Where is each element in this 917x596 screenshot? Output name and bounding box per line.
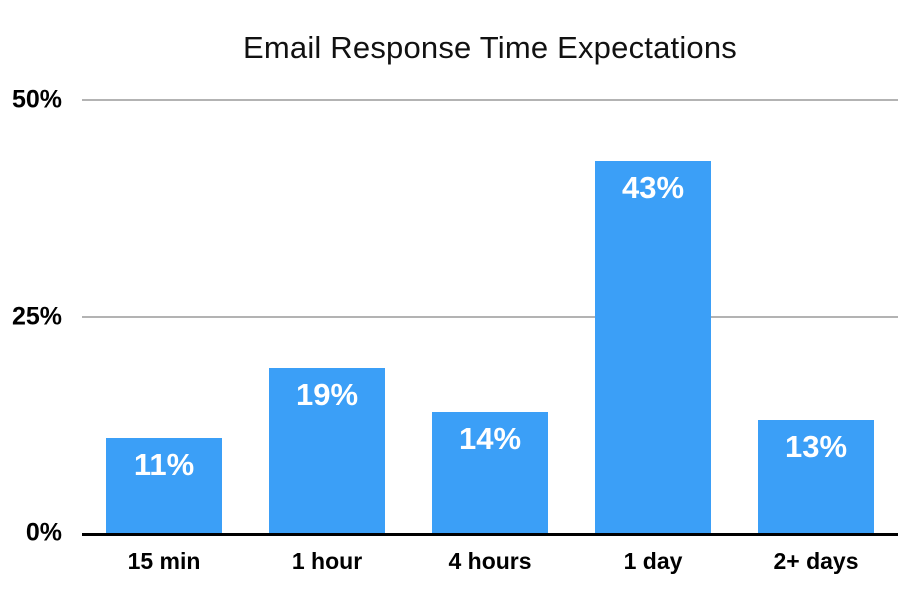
bar-value-label: 14%: [458, 421, 522, 456]
bar-4-hours: 14%: [432, 412, 548, 533]
y-tick-label: 25%: [11, 302, 62, 331]
x-tick-label: 2+ days: [773, 548, 859, 574]
bar-15-min: 11%: [106, 438, 222, 533]
bar-value-label: 13%: [784, 429, 848, 464]
bar-2-days: 13%: [758, 420, 874, 533]
x-tick-label: 4 hours: [448, 548, 532, 574]
bar-value-label: 43%: [621, 170, 685, 205]
chart-title: Email Response Time Expectations: [242, 30, 737, 65]
y-tick-label: 50%: [11, 85, 62, 114]
gridline: [82, 99, 898, 101]
bar-value-label: 11%: [133, 447, 195, 482]
x-tick-label: 1 hour: [291, 548, 363, 574]
y-axis-labels: 0% 25% 50%: [0, 86, 62, 547]
gridline: [82, 316, 898, 318]
x-tick-label: 15 min: [127, 548, 201, 574]
x-axis-labels: 15 min 1 hour 4 hours 1 day 2+ days: [82, 548, 898, 580]
x-tick-label: 1 day: [623, 548, 683, 574]
bar-1-day: 43%: [595, 161, 711, 533]
bar-1-hour: 19%: [269, 368, 385, 533]
y-tick-label: 0%: [25, 518, 62, 547]
bar-value-label: 19%: [295, 377, 359, 412]
plot-area: 11% 19% 14% 43% 13%: [82, 99, 898, 536]
